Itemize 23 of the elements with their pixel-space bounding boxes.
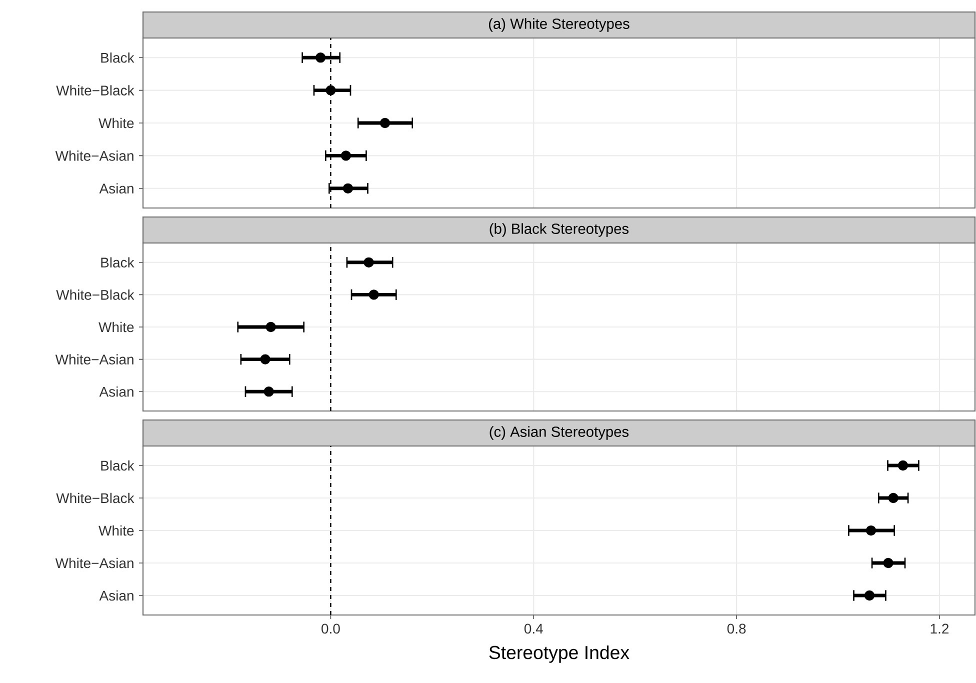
y-tick-label: White [98, 118, 134, 128]
x-tick-label: 0.0 [322, 624, 340, 634]
y-tick-label: White [98, 322, 134, 332]
y-tick-label: White−Asian [55, 354, 134, 364]
y-tick-label: White−Black [56, 492, 134, 504]
y-tick-label: White−Black [56, 85, 134, 96]
y-tick-label: Black [101, 257, 134, 268]
y-tick-label: White−Asian [55, 558, 134, 568]
x-tick-label: 0.8 [727, 624, 746, 634]
x-axis-title: Stereotype Index [489, 645, 630, 663]
chart-title: (a) White Stereotypes [488, 18, 630, 32]
y-tick-label: Asian [99, 386, 134, 397]
y-tick-label: White−Black [56, 290, 134, 300]
x-tick-label: 0.4 [524, 624, 543, 634]
y-tick-label: White [98, 525, 134, 536]
y-tick-label: Asian [99, 183, 134, 194]
y-tick-label: White−Asian [55, 150, 134, 161]
y-tick-label: Black [101, 52, 134, 63]
x-tick-label: 1.2 [930, 624, 949, 634]
y-tick-label: Asian [99, 590, 134, 601]
y-tick-label: Black [101, 460, 134, 471]
chart-title: (c) Asian Stereotypes [490, 426, 629, 440]
chart-title: (b) Black Stereotypes [490, 223, 629, 237]
